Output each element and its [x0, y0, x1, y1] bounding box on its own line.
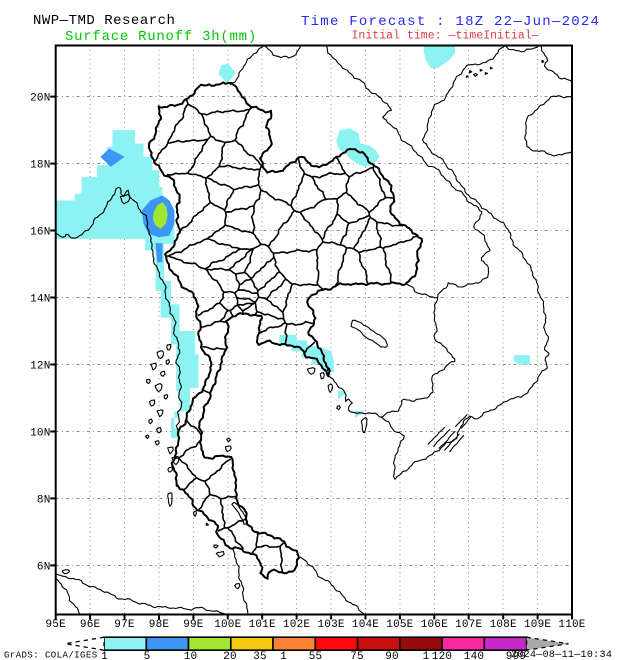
svg-text:35: 35: [253, 651, 267, 660]
svg-text:999: 999: [506, 651, 526, 660]
svg-text:20: 20: [223, 651, 237, 660]
svg-text:104E: 104E: [352, 619, 379, 631]
svg-text:NWP—TMD Research: NWP—TMD Research: [33, 13, 175, 29]
svg-text:18N: 18N: [30, 160, 50, 172]
svg-text:10: 10: [184, 651, 198, 660]
svg-text:55: 55: [309, 651, 323, 660]
svg-text:96E: 96E: [80, 619, 101, 631]
svg-text:109E: 109E: [524, 619, 551, 631]
svg-text:Surface Runoff 3h(mm): Surface Runoff 3h(mm): [65, 29, 257, 45]
svg-text:140: 140: [464, 651, 484, 660]
svg-text:14N: 14N: [30, 294, 50, 306]
svg-text:5: 5: [144, 651, 151, 660]
svg-text:110E: 110E: [558, 619, 585, 631]
svg-text:103E: 103E: [317, 619, 344, 631]
svg-text:6N: 6N: [37, 561, 51, 573]
svg-text:102E: 102E: [283, 619, 310, 631]
svg-text:90: 90: [385, 651, 399, 660]
svg-text:106E: 106E: [421, 619, 448, 631]
svg-text:1: 1: [101, 651, 108, 660]
svg-text:GrADS: COLA/IGES: GrADS: COLA/IGES: [4, 651, 98, 660]
svg-text:Initial time: —timeInitial—: Initial time: —timeInitial—: [352, 30, 539, 43]
svg-text:101E: 101E: [249, 619, 276, 631]
svg-text:2024—08—11—10:34: 2024—08—11—10:34: [511, 650, 612, 660]
svg-text:95E: 95E: [45, 619, 66, 631]
svg-text:8N: 8N: [37, 494, 51, 506]
svg-text:16N: 16N: [30, 227, 50, 239]
svg-text:98E: 98E: [149, 619, 170, 631]
svg-text:107E: 107E: [455, 619, 482, 631]
svg-text:75: 75: [350, 651, 364, 660]
svg-text:108E: 108E: [490, 619, 517, 631]
svg-text:100E: 100E: [214, 619, 241, 631]
svg-text:1: 1: [423, 651, 430, 660]
svg-text:120: 120: [432, 651, 452, 660]
svg-text:10N: 10N: [30, 428, 50, 440]
svg-text:12N: 12N: [30, 361, 50, 373]
svg-text:97E: 97E: [114, 619, 135, 631]
svg-text:Time Forecast : 18Z 22—Jun—202: Time Forecast : 18Z 22—Jun—2024: [301, 14, 600, 30]
svg-text:105E: 105E: [386, 619, 413, 631]
svg-text:99E: 99E: [183, 619, 204, 631]
svg-text:1: 1: [280, 651, 287, 660]
svg-text:20N: 20N: [30, 93, 50, 105]
